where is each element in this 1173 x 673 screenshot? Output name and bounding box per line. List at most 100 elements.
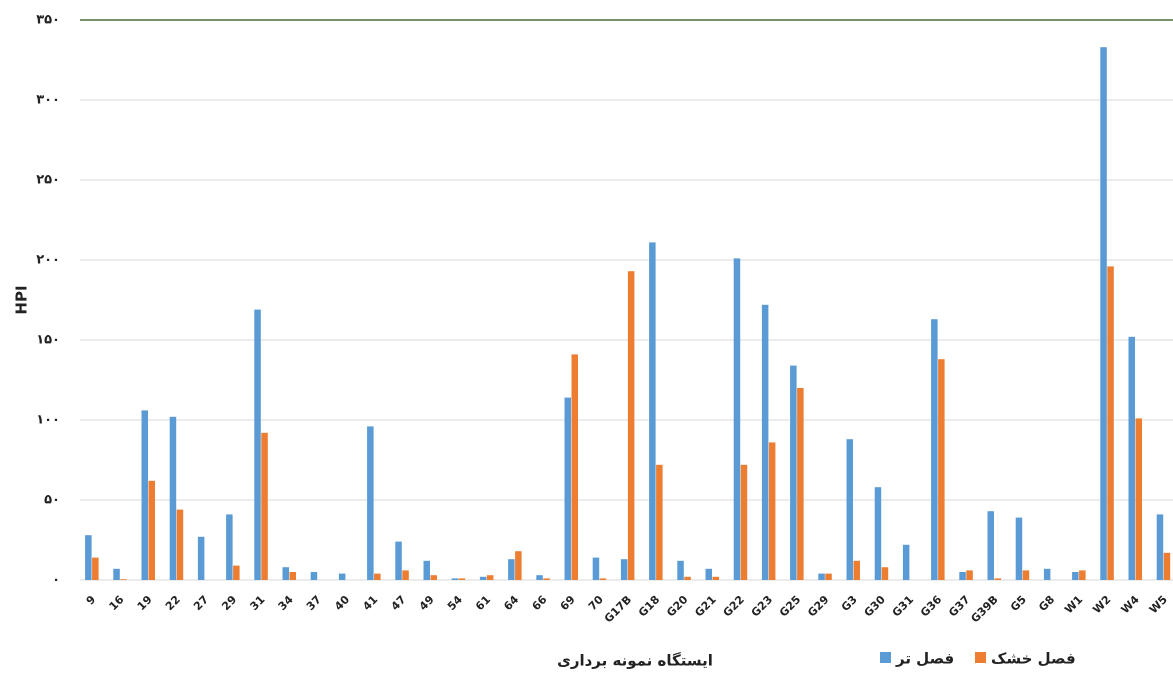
bar: [1043, 568, 1051, 580]
bar: [712, 576, 719, 580]
x-tick-label: 66: [530, 593, 550, 613]
bar: [987, 511, 994, 580]
x-tick-label: G30: [862, 593, 889, 620]
y-tick-label: ۳۰۰: [36, 93, 60, 108]
bar: [677, 560, 684, 580]
bar: [92, 557, 99, 580]
bar: [705, 568, 712, 580]
x-tick-label: 49: [417, 593, 437, 613]
y-tick-label: ۵۰: [44, 493, 60, 508]
x-tick-label: 27: [191, 593, 211, 613]
x-tick-label: W5: [1147, 593, 1170, 616]
y-tick-label: ۱۵۰: [36, 333, 60, 348]
x-tick-label: 34: [276, 593, 296, 613]
x-tick-label: W4: [1119, 593, 1142, 616]
x-tick-label: G29: [805, 593, 831, 619]
bar: [592, 557, 600, 580]
bar: [310, 572, 318, 580]
bar: [282, 567, 289, 580]
bar: [367, 426, 374, 580]
y-tick-label: ۰: [52, 573, 60, 588]
bar: [141, 410, 148, 580]
legend-swatch: [880, 652, 891, 663]
bar: [148, 480, 155, 580]
bar: [120, 579, 127, 580]
bar: [374, 573, 381, 580]
bar: [790, 365, 797, 580]
bar: [684, 576, 691, 580]
x-tick-label: G25: [777, 593, 803, 619]
x-tick-label: G39B: [968, 593, 1000, 625]
y-tick-label: ۲۵۰: [36, 173, 60, 188]
bar: [176, 509, 184, 580]
bar: [853, 560, 860, 580]
x-axis-label: ایستگاه نمونه برداری: [557, 652, 713, 670]
bar: [797, 388, 804, 580]
y-axis-label: HPI: [13, 285, 31, 314]
bar: [479, 576, 487, 580]
bar: [1079, 570, 1086, 580]
bar: [768, 442, 776, 580]
y-tick-label: ۳۵۰: [36, 13, 60, 28]
bar: [451, 578, 459, 580]
bar: [931, 319, 938, 580]
x-tick-label: 47: [389, 593, 409, 613]
bar: [994, 578, 1001, 580]
bar: [402, 570, 409, 580]
x-tick-label: 40: [332, 593, 352, 613]
bar: [1022, 570, 1030, 580]
bar: [649, 242, 656, 580]
x-tick-label: W2: [1090, 593, 1113, 616]
bar: [536, 575, 543, 580]
bar: [656, 464, 663, 580]
bar: [1072, 572, 1079, 580]
bar: [874, 487, 882, 580]
bar: [338, 573, 346, 580]
bar: [1135, 418, 1142, 580]
bar: [564, 397, 571, 580]
bar: [515, 551, 522, 580]
x-tick-label: 64: [501, 593, 521, 613]
bar: [627, 271, 635, 580]
bar: [254, 309, 261, 580]
bar: [1128, 336, 1135, 580]
x-tick-label: G23: [749, 593, 775, 619]
x-tick-label: 19: [135, 593, 155, 613]
bar: [543, 578, 550, 580]
bar: [169, 416, 177, 580]
bar: [902, 544, 910, 580]
x-tick-label: G36: [918, 593, 945, 620]
bar: [508, 559, 515, 580]
x-tick-label: G3: [839, 593, 860, 614]
bar: [818, 573, 825, 580]
x-tick-label: 70: [586, 593, 606, 613]
bar: [85, 535, 92, 580]
bar: [430, 575, 437, 580]
bar: [571, 354, 578, 580]
x-tick-label: 54: [445, 593, 465, 613]
x-tick-label: 22: [163, 593, 183, 613]
bar: [233, 565, 240, 580]
x-tick-label: W1: [1062, 593, 1085, 616]
bar: [761, 304, 769, 580]
bar: [1107, 266, 1114, 580]
bar: [289, 572, 296, 580]
bar: [261, 432, 268, 580]
x-tick-label: 61: [473, 593, 493, 613]
x-tick-label: G21: [692, 593, 718, 619]
bar: [1156, 514, 1164, 580]
bar: [959, 572, 966, 580]
y-tick-label: ۲۰۰: [36, 253, 60, 268]
bar: [113, 568, 120, 580]
legend-label: فصل تر: [895, 650, 954, 668]
bar: [620, 559, 628, 580]
bar: [458, 578, 466, 580]
bar: [599, 578, 607, 580]
bar: [395, 541, 402, 580]
x-tick-label: G18: [636, 593, 662, 619]
bar: [226, 514, 233, 580]
bar: [1163, 552, 1171, 580]
x-tick-label: G5: [1008, 593, 1029, 614]
